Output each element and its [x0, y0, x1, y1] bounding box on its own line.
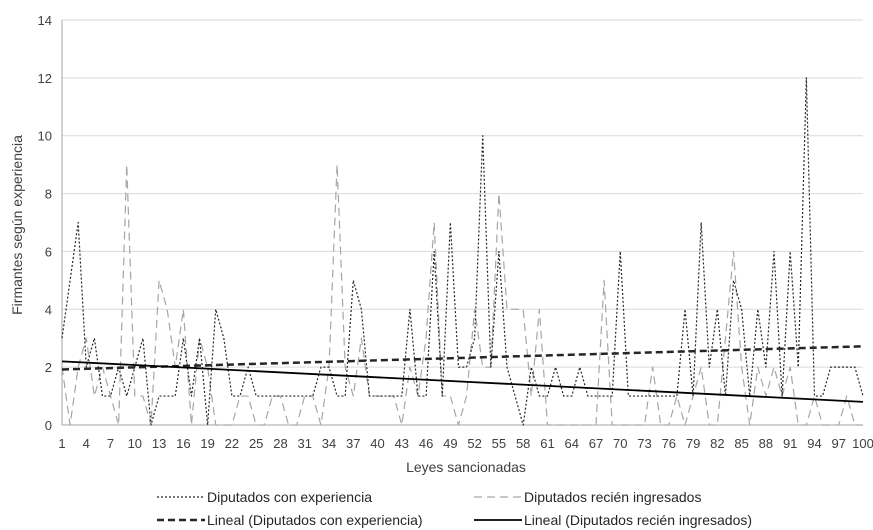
x-tick-label: 7 [107, 436, 114, 451]
x-tick-label: 25 [249, 436, 263, 451]
x-tick-labels: 1 4 7 10 13 16 19 22 25 28 31 34 37 40 43 46 49 52 55 58 61 6… [58, 436, 873, 451]
x-tick-label: 70 [613, 436, 627, 451]
y-tick-labels: 0 2 4 6 8 10 12 14 [38, 13, 52, 433]
x-tick-label: 10 [128, 436, 142, 451]
x-tick-label: 82 [710, 436, 724, 451]
x-tick-label: 13 [152, 436, 166, 451]
legend-label-experience: Diputados con experiencia [207, 489, 372, 505]
x-tick-label: 94 [807, 436, 821, 451]
x-tick-label: 85 [734, 436, 748, 451]
legend-item-new: Diputados recién ingresados [474, 489, 701, 505]
y-tick-label: 4 [45, 302, 52, 317]
legend-item-trend-new: Lineal (Diputados recién ingresados) [474, 512, 752, 528]
legend-label-new: Diputados recién ingresados [524, 489, 701, 505]
x-tick-label: 22 [225, 436, 239, 451]
legend-label-trend-new: Lineal (Diputados recién ingresados) [524, 512, 752, 528]
y-tick-label: 0 [45, 418, 52, 433]
x-tick-label: 58 [516, 436, 530, 451]
x-tick-label: 1 [58, 436, 65, 451]
y-tick-label: 10 [38, 129, 52, 144]
x-tick-label: 76 [662, 436, 676, 451]
x-tick-label: 37 [346, 436, 360, 451]
x-tick-label: 97 [831, 436, 845, 451]
x-tick-label: 19 [200, 436, 214, 451]
legend: Diputados con experiencia Diputados reci… [157, 489, 752, 528]
x-tick-label: 40 [370, 436, 384, 451]
x-tick-label: 16 [176, 436, 190, 451]
legend-label-trend-experience: Lineal (Diputados con experiencia) [207, 512, 423, 528]
y-tick-label: 14 [38, 13, 52, 28]
x-tick-label: 49 [443, 436, 457, 451]
x-tick-label: 73 [637, 436, 651, 451]
series-line-3 [61, 345, 864, 371]
gridlines [62, 19, 863, 368]
x-tick-label: 61 [540, 436, 554, 451]
series-group [61, 77, 864, 426]
series-line-4 [61, 360, 864, 403]
y-tick-label: 6 [45, 244, 52, 259]
y-tick-label: 8 [45, 187, 52, 202]
x-tick-label: 55 [492, 436, 506, 451]
y-axis-title: Firmantes según experiencia [9, 135, 25, 315]
x-tick-label: 28 [273, 436, 287, 451]
x-tick-label: 4 [83, 436, 90, 451]
x-tick-label: 88 [759, 436, 773, 451]
legend-item-trend-experience: Lineal (Diputados con experiencia) [157, 512, 423, 528]
x-tick-label: 67 [589, 436, 603, 451]
x-tick-label: 64 [564, 436, 578, 451]
x-tick-label: 52 [467, 436, 481, 451]
y-tick-label: 12 [38, 71, 52, 86]
axes [61, 20, 863, 426]
y-tick-label: 2 [45, 360, 52, 375]
x-tick-label: 91 [783, 436, 797, 451]
x-tick-label: 100 [852, 436, 873, 451]
x-axis-title: Leyes sancionadas [406, 459, 526, 475]
series-line-2 [61, 164, 863, 426]
x-tick-label: 79 [686, 436, 700, 451]
x-tick-label: 31 [297, 436, 311, 451]
series-line-1 [61, 77, 864, 426]
x-tick-label: 34 [322, 436, 336, 451]
legend-item-experience: Diputados con experiencia [157, 489, 372, 505]
x-tick-label: 46 [419, 436, 433, 451]
x-tick-label: 43 [395, 436, 409, 451]
